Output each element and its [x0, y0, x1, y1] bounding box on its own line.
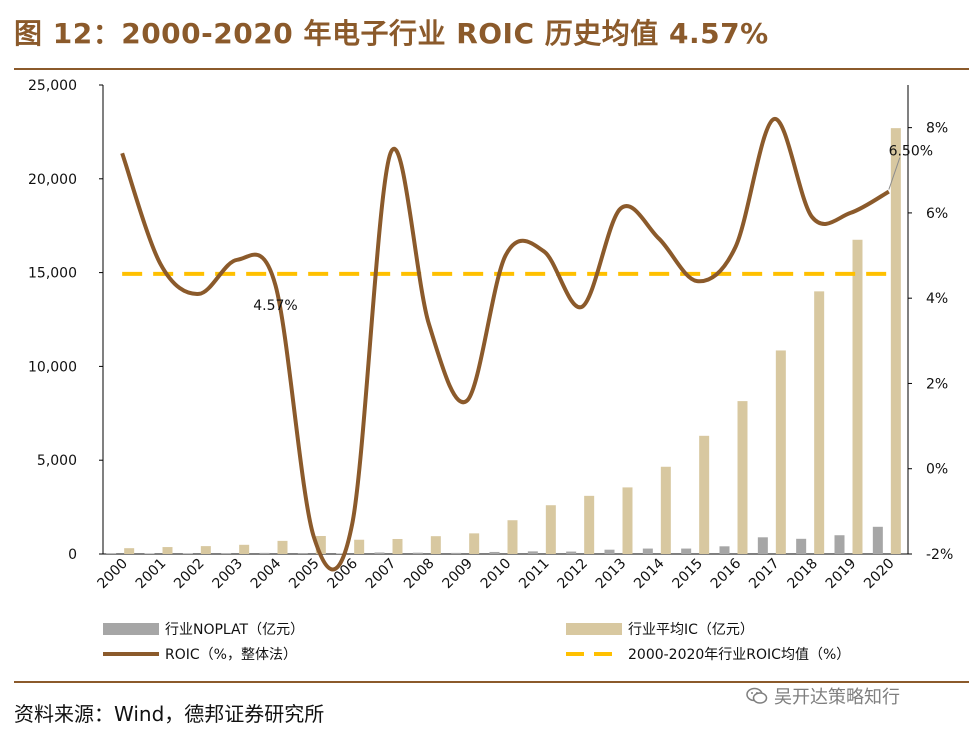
ic-bar: [277, 540, 288, 554]
legend-roic-label: ROIC（%，整体法）: [165, 647, 297, 663]
y-right-tick-label: 2%: [926, 376, 948, 392]
ic-bar: [315, 535, 326, 554]
watermark: 吴开达策略知行: [746, 683, 900, 709]
ic-bar: [469, 533, 480, 554]
noplat-bar: [144, 553, 155, 554]
noplat-bar: [796, 538, 807, 554]
x-tick-label: 2010: [478, 556, 515, 593]
noplat-bar: [566, 551, 577, 554]
noplat-bar: [412, 552, 423, 554]
ic-bar: [775, 350, 786, 554]
legend-noplat-label: 行业NOPLAT（亿元）: [165, 622, 304, 638]
noplat-bar: [834, 535, 845, 554]
ic-bar: [507, 520, 518, 554]
noplat-bar: [681, 548, 692, 554]
noplat-bar: [106, 553, 117, 554]
x-tick-label: 2005: [286, 556, 323, 593]
x-tick-label: 2018: [784, 556, 821, 593]
noplat-bar: [336, 553, 347, 554]
x-tick-label: 2000: [94, 556, 131, 593]
legend-ic-swatch: [566, 623, 622, 635]
noplat-bar: [757, 537, 768, 554]
x-tick-label: 2003: [209, 556, 246, 593]
y-left-tick-label: 20,000: [28, 172, 77, 188]
y-right-tick-label: 8%: [926, 121, 948, 137]
wechat-icon: [746, 687, 768, 704]
x-tick-label: 2012: [554, 556, 591, 593]
noplat-bar: [451, 552, 462, 554]
ic-bar: [852, 239, 863, 554]
noplat-bar: [872, 526, 883, 554]
ic-bar: [622, 487, 633, 554]
y-left-tick-label: 5,000: [37, 453, 77, 469]
x-tick-label: 2001: [133, 556, 170, 593]
ic-bar: [430, 536, 441, 554]
ic-bar: [890, 128, 901, 554]
x-tick-label: 2007: [363, 556, 400, 593]
x-tick-label: 2002: [171, 556, 208, 593]
chart-labels: 4.57% 6.50%: [253, 144, 933, 314]
y-right-tick-label: 6%: [926, 206, 948, 222]
legend-mean-label: 2000-2020年行业ROIC均值（%）: [628, 647, 850, 663]
noplat-bar: [221, 553, 232, 554]
chart-bars: [106, 128, 901, 554]
ic-bar: [737, 401, 748, 554]
ic-bar: [584, 495, 595, 554]
x-tick-label: 2014: [631, 555, 668, 592]
y-right-tick-label: 4%: [926, 291, 948, 307]
roic-chart: 0 5,000 10,000 15,000 20,000 25,000 -2% 0% 2% 4% 6…: [28, 78, 953, 663]
x-tick-label: 2020: [861, 556, 898, 593]
roic-line: [120, 117, 890, 572]
noplat-bar: [489, 551, 500, 554]
latest-value-leader: [888, 157, 901, 190]
x-tick-label: 2016: [708, 555, 745, 592]
source-divider: [14, 681, 969, 683]
x-tick-label: 2009: [439, 556, 476, 593]
chart-lines: [120, 117, 890, 572]
noplat-bar: [527, 551, 538, 554]
ic-bar: [392, 538, 403, 554]
mean-value-label: 4.57%: [253, 298, 297, 314]
y-left-tick-label: 0: [68, 547, 77, 563]
x-tick-label: 2013: [593, 556, 630, 593]
x-tick-label: 2015: [669, 556, 706, 593]
x-tick-label: 2019: [823, 556, 860, 593]
noplat-bar: [297, 553, 308, 554]
x-tick-label: 2011: [516, 556, 553, 593]
noplat-bar: [642, 548, 653, 554]
noplat-bar: [604, 549, 615, 554]
chart-legend: 行业NOPLAT（亿元） 行业平均IC（亿元） ROIC（%，整体法） 2000-20…: [103, 622, 850, 663]
ic-bar: [162, 547, 173, 554]
y-left-tick-label: 25,000: [28, 78, 77, 94]
watermark-text: 吴开达策略知行: [774, 687, 900, 708]
legend-noplat-swatch: [103, 623, 159, 635]
y-right-tick-label: 0%: [926, 462, 948, 478]
source-note: 资料来源：Wind，德邦证券研究所: [14, 702, 325, 726]
noplat-bar: [374, 552, 385, 554]
legend-ic-label: 行业平均IC（亿元）: [628, 622, 754, 638]
ic-bar: [545, 505, 556, 554]
y-right-tick-label: -2%: [926, 547, 953, 563]
ic-bar: [239, 544, 250, 554]
noplat-bar: [719, 546, 730, 554]
ic-bar: [660, 466, 671, 554]
x-tick-label: 2004: [248, 555, 285, 592]
x-tick-label: 2008: [401, 556, 438, 593]
x-tick-label: 2017: [746, 556, 783, 593]
ic-bar: [200, 546, 211, 554]
noplat-bar: [259, 552, 270, 554]
latest-value-label: 6.50%: [889, 144, 933, 160]
noplat-bar: [182, 553, 193, 554]
page-title: 图 12：2000-2020 年电子行业 ROIC 历史均值 4.57%: [14, 17, 769, 50]
ic-bar: [814, 291, 825, 554]
title-divider: [14, 68, 969, 70]
y-left-tick-label: 10,000: [28, 359, 77, 375]
ic-bar: [124, 548, 135, 554]
ic-bar: [699, 435, 710, 554]
y-left-tick-label: 15,000: [28, 266, 77, 282]
ic-bar: [354, 539, 365, 554]
